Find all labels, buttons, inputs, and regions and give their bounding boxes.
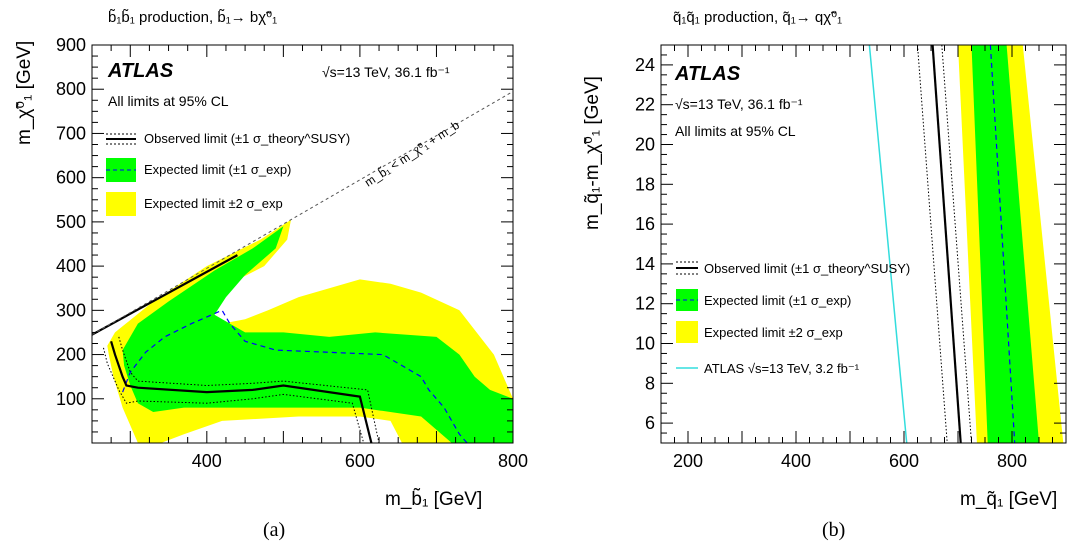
y-tick-label: 900	[56, 35, 86, 55]
legend-expected-1sigma-label: Expected limit (±1 σ_exp)	[144, 162, 291, 177]
panel-b-legend: Observed limit (±1 σ_theory^SUSY) Expect…	[676, 261, 910, 376]
x-tick-label: 800	[997, 451, 1027, 471]
panel-b-caption: (b)	[822, 519, 846, 541]
panel-a-cl-text: All limits at 95% CL	[108, 93, 229, 109]
panel-a-experiment: ATLAS	[107, 60, 174, 82]
panel-a-ylabel: m_χ̃⁰₁ [GeV]	[14, 41, 35, 145]
panel-a-diag-label: m_b̃₁ < m_χ̃⁰₁ + m_b	[361, 117, 462, 190]
panel-a-axes: 400 600 800 100 200 300 400 500 600 700 800 900	[56, 35, 528, 471]
panel-a: 400 600 800 100 200 300 400 500 600 700 800 900 b̃₁…	[14, 9, 528, 510]
y-tick-label: 400	[56, 256, 86, 276]
y-tick-label: 800	[56, 79, 86, 99]
series-observed-limit-diagonal-line-6	[92, 254, 238, 336]
panel-a-xlabel: m_b̃₁ [GeV]	[385, 488, 482, 510]
legend-b-expected-1sigma-icon	[676, 289, 698, 311]
y-tick-label: 12	[635, 294, 655, 314]
legend-b-observed-icon	[676, 261, 698, 275]
series-observed-limit-1-theory-susy-line-5	[118, 336, 380, 443]
y-tick-label: 100	[56, 389, 86, 409]
y-tick-label: 200	[56, 345, 86, 365]
panel-b-xlabel: m_q̃₁ [GeV]	[960, 489, 1057, 510]
panel-a-energy-lumi: √s=13 TeV, 36.1 fb⁻¹	[322, 64, 450, 80]
legend-expected-2sigma-label: Expected limit ±2 σ_exp	[144, 196, 283, 211]
legend-b-observed-label: Observed limit (±1 σ_theory^SUSY)	[704, 261, 910, 276]
series-expected-limit-1-exp-band	[122, 226, 513, 443]
x-tick-label: 200	[673, 451, 703, 471]
y-tick-label: 6	[645, 413, 655, 433]
legend-observed-label: Observed limit (±1 σ_theory^SUSY)	[144, 131, 350, 146]
x-tick-label: 600	[345, 451, 375, 471]
panel-b-cl-text: All limits at 95% CL	[675, 123, 796, 139]
x-tick-label: 600	[889, 451, 919, 471]
y-tick-label: 8	[645, 373, 655, 393]
series-observed-limit-1-theory-susy-line-4	[103, 347, 365, 443]
legend-observed-icon	[106, 133, 136, 145]
panel-b-axes: 200 400 600 800 6 8 10 12 14 16 18 20 22 24	[635, 44, 1067, 471]
series-observed-limit-1-theory-susy-line-5	[941, 45, 972, 443]
panel-a-series	[92, 91, 513, 443]
legend-b-expected-1sigma-label: Expected limit (±1 σ_exp)	[704, 293, 851, 308]
x-tick-label: 400	[781, 451, 811, 471]
panel-b-series	[868, 45, 1064, 443]
y-tick-label: 10	[635, 334, 655, 354]
y-tick-label: 500	[56, 212, 86, 232]
legend-expected-1sigma-icon	[106, 158, 136, 182]
series-observed-limit-1-theory-susy-line-3	[931, 45, 962, 443]
panel-a-caption: (a)	[263, 519, 286, 541]
panel-a-legend: Observed limit (±1 σ_theory^SUSY) Expect…	[106, 131, 350, 216]
y-tick-label: 20	[635, 135, 655, 155]
series-expected-limit-median-line-2	[122, 309, 468, 443]
series-observed-limit-1-theory-susy-line-3	[110, 340, 373, 443]
series-expected-limit-1-exp-band	[971, 45, 1039, 443]
legend-b-atlas-3fb-label: ATLAS √s=13 TeV, 3.2 fb⁻¹	[704, 361, 860, 376]
panel-a-title: b̃₁b̃₁ production, b̃₁→ bχ̃⁰₁	[108, 9, 277, 26]
series-expected-limit-median-line-2	[989, 45, 1016, 443]
x-tick-label: 800	[498, 451, 528, 471]
x-tick-label: 400	[192, 451, 222, 471]
y-tick-label: 16	[635, 214, 655, 234]
legend-b-expected-2sigma-label: Expected limit ±2 σ_exp	[704, 325, 843, 340]
panel-b: 200 400 600 800 6 8 10 12 14 16 18 20 22 24 q̃₁q̃₁ pr…	[582, 9, 1067, 510]
legend-b-expected-2sigma-icon	[676, 321, 698, 343]
panel-b-ylabel: m_q̃₁-m_χ̃⁰₁ [GeV]	[582, 76, 603, 230]
y-tick-label: 24	[635, 55, 655, 75]
y-tick-label: 300	[56, 300, 86, 320]
series-observed-limit-1-theory-susy-line-4	[917, 45, 948, 443]
panel-b-plot-area	[868, 45, 1064, 443]
y-tick-label: 14	[635, 254, 655, 274]
legend-expected-2sigma-icon	[106, 192, 136, 216]
y-tick-label: 700	[56, 123, 86, 143]
panel-b-experiment: ATLAS	[674, 63, 741, 85]
panel-b-title: q̃₁q̃₁ production, q̃₁→ qχ̃⁰₁	[673, 9, 842, 26]
panel-a-plot-area	[92, 91, 513, 443]
panel-b-energy-lumi: √s=13 TeV, 36.1 fb⁻¹	[675, 96, 803, 112]
y-tick-label: 18	[635, 174, 655, 194]
y-tick-label: 600	[56, 168, 86, 188]
series-atlas-s-13-tev-3-2-fb-line-6	[868, 45, 908, 443]
y-tick-label: 22	[635, 95, 655, 115]
